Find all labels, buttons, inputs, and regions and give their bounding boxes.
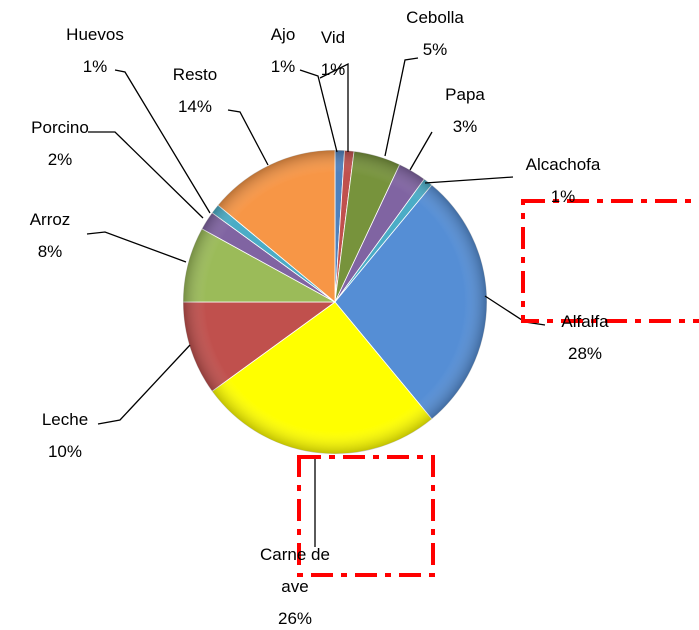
slice-label: Papa 3% [445, 79, 485, 143]
value-label: 28% [567, 344, 603, 363]
leader-line [299, 69, 338, 153]
value-label: 10% [47, 442, 83, 461]
value-label: 26% [277, 609, 313, 628]
slice-label: Carne de ave 26% [248, 539, 343, 630]
category-label: Alcachofa [525, 155, 601, 174]
leader-line [97, 344, 191, 425]
leader-line [409, 131, 433, 171]
category-label: Porcino [31, 118, 89, 137]
leader-line [319, 62, 349, 152]
category-label: Huevos [66, 25, 124, 44]
leader-line [227, 109, 269, 166]
leader-line [114, 69, 211, 214]
leader-line [384, 57, 419, 157]
category-label: Vid [320, 28, 346, 47]
category-label: Alfalfa [561, 312, 609, 331]
value-label: 8% [37, 242, 63, 261]
category-label: Carne de ave [260, 545, 330, 596]
highlight-box [521, 199, 699, 323]
value-label: 14% [177, 97, 213, 116]
slice-label: Vid 1% [321, 22, 346, 86]
category-label: Leche [41, 410, 89, 429]
value-label: 3% [452, 117, 478, 136]
category-label: Cebolla [406, 8, 464, 27]
value-label: 1% [320, 60, 346, 79]
value-label: 1% [82, 57, 108, 76]
value-label: 2% [47, 150, 73, 169]
pie-shade [183, 150, 487, 454]
slice-label: Resto 14% [173, 59, 217, 123]
slice-label: Alcachofa 1% [526, 149, 601, 213]
value-label: 1% [550, 187, 576, 206]
category-label: Ajo [270, 25, 296, 44]
highlight-box [297, 455, 435, 577]
slice-label: Porcino 2% [31, 112, 89, 176]
category-label: Arroz [29, 210, 71, 229]
slice-label: Leche 10% [42, 404, 88, 468]
category-label: Resto [172, 65, 218, 84]
leader-line [88, 131, 204, 219]
category-label: Papa [445, 85, 485, 104]
leader-line [86, 231, 187, 263]
slice-label: Arroz 8% [30, 204, 71, 268]
slice-label: Ajo 1% [271, 19, 296, 83]
value-label: 5% [422, 40, 448, 59]
leader-line [424, 176, 514, 184]
slice-label: Alfalfa 28% [561, 306, 608, 370]
slice-label: Cebolla 5% [406, 2, 464, 66]
value-label: 1% [270, 57, 296, 76]
slice-label: Huevos 1% [66, 19, 124, 83]
